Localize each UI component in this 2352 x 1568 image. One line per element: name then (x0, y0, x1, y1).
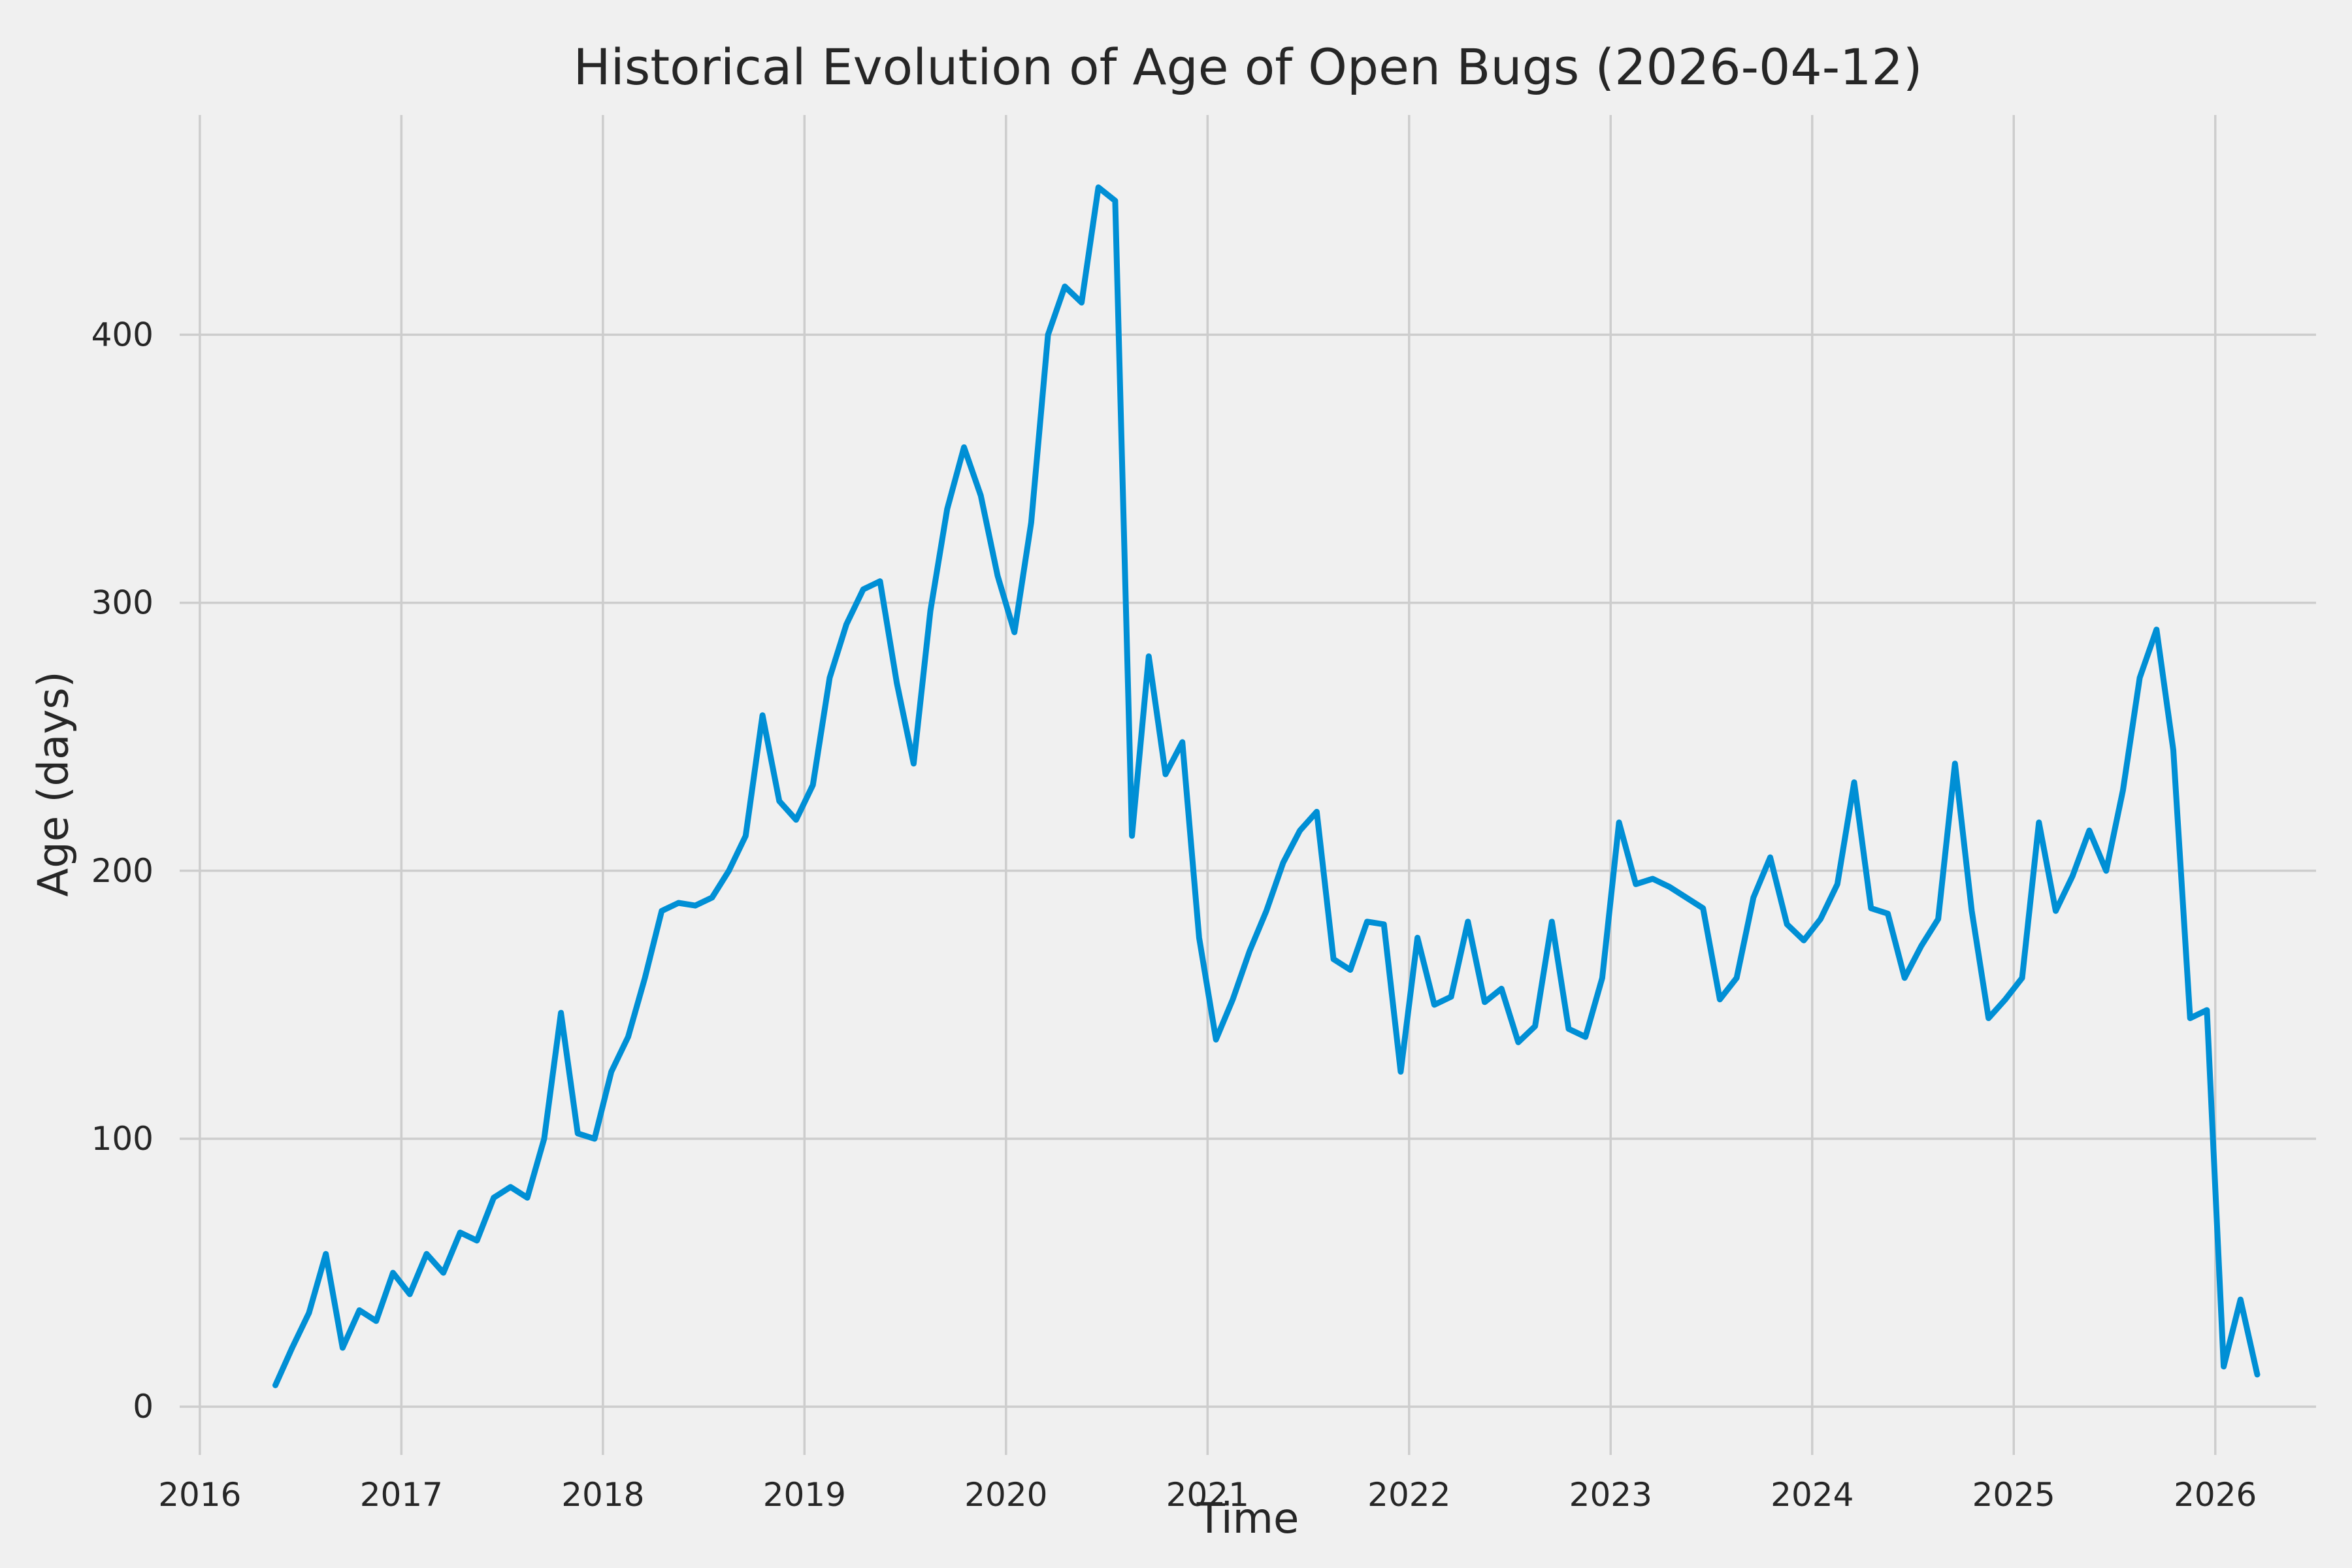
x-tick-label: 2021 (1166, 1476, 1249, 1514)
x-tick-label: 2020 (964, 1476, 1047, 1514)
x-tick-label: 2022 (1367, 1476, 1450, 1514)
x-axis-label: Time (1196, 1495, 1299, 1543)
x-tick-label: 2016 (158, 1476, 241, 1514)
chart-title: Historical Evolution of Age of Open Bugs… (573, 38, 1923, 96)
y-tick-label: 0 (133, 1388, 154, 1426)
y-tick-label: 200 (91, 852, 154, 890)
y-axis-label-wrap: Age (days) (12, 0, 97, 1568)
x-tick-label: 2025 (1972, 1476, 2055, 1514)
x-tick-label: 2019 (763, 1476, 846, 1514)
age-line-series (272, 184, 2261, 1388)
y-axis-label: Age (days) (30, 671, 78, 897)
y-tick-label: 100 (91, 1120, 154, 1158)
x-tick-label: 2017 (360, 1476, 443, 1514)
x-tick-label: 2023 (1569, 1476, 1652, 1514)
y-tick-label: 300 (91, 584, 154, 622)
x-tick-label: 2018 (561, 1476, 644, 1514)
x-tick-label: 2024 (1771, 1476, 1854, 1514)
y-tick-label: 400 (91, 316, 154, 353)
x-tick-label: 2026 (2174, 1476, 2257, 1514)
